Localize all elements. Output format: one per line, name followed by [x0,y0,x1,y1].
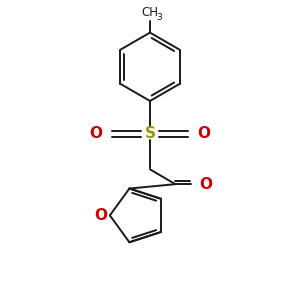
Text: S: S [145,126,155,141]
Text: CH: CH [142,6,158,19]
Text: O: O [198,126,211,141]
Text: O: O [89,126,102,141]
Text: O: O [94,208,107,223]
Text: O: O [199,177,212,192]
Text: 3: 3 [157,13,162,22]
